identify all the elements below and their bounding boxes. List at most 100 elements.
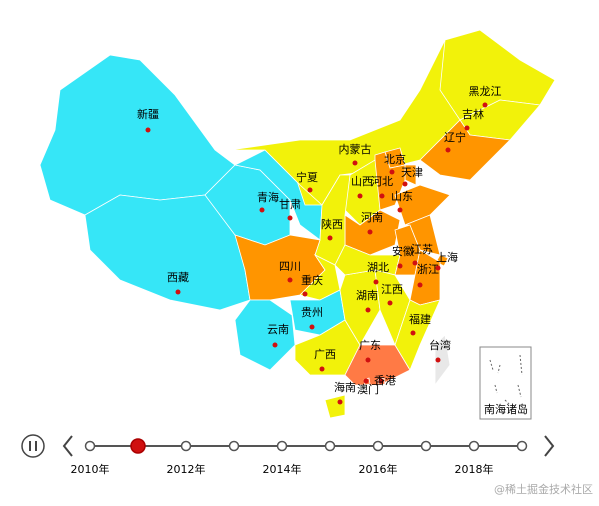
region-area — [404, 214, 441, 256]
timeline-dot — [372, 440, 384, 452]
timeline-dot — [324, 440, 336, 452]
region-dot — [435, 265, 441, 271]
region-label: 贵州 — [301, 306, 323, 319]
region-dot — [402, 181, 408, 187]
region-label: 广西 — [314, 348, 336, 361]
region-label: 湖南 — [356, 289, 378, 302]
region-label: 吉林 — [462, 107, 484, 121]
region-label: 台湾 — [429, 338, 451, 352]
region-dot — [302, 291, 308, 297]
region-dot — [363, 378, 369, 384]
region-label: 湖北 — [367, 261, 389, 274]
region-dot — [387, 300, 393, 306]
timeline-label: 2010年 — [71, 462, 110, 476]
region-label: 黑龙江 — [469, 85, 502, 98]
region-dot — [397, 207, 403, 213]
pause-bar — [35, 441, 37, 451]
region-label: 上海 — [436, 250, 458, 264]
region-dot — [175, 289, 181, 295]
region-dot — [309, 324, 315, 330]
region-dot — [445, 147, 451, 153]
region-area — [394, 184, 451, 226]
prev-button[interactable] — [62, 435, 73, 457]
region-label: 江苏 — [411, 243, 433, 256]
region-dot — [389, 169, 395, 175]
region-dot — [352, 160, 358, 166]
region-label: 新疆 — [137, 107, 159, 121]
timeline-label: 2016年 — [359, 462, 398, 476]
region-dot — [464, 125, 470, 131]
region-label: 陕西 — [321, 217, 343, 231]
region-label: 重庆 — [301, 273, 323, 287]
region-dot — [145, 127, 151, 133]
map — [39, 29, 556, 419]
region-dot — [365, 307, 371, 313]
region-label: 河南 — [361, 211, 383, 224]
region-dot — [482, 102, 488, 108]
timeline-current — [130, 438, 146, 454]
region-dot — [287, 215, 293, 221]
region-area — [394, 299, 441, 371]
region-dot — [259, 207, 265, 213]
timeline: 2010年 2012年 2014年 2016年 2018年 — [21, 434, 555, 476]
region-dot — [272, 342, 278, 348]
region-dot — [367, 229, 373, 235]
timeline-dot — [420, 440, 432, 452]
inset-label: 南海诸岛 — [484, 402, 528, 416]
next-button[interactable] — [544, 435, 555, 457]
region-label: 云南 — [267, 323, 289, 336]
region-dot — [365, 357, 371, 363]
region-dot — [287, 277, 293, 283]
region-label: 海南 — [334, 380, 356, 394]
region-dot — [412, 260, 418, 266]
timeline-dot — [228, 440, 240, 452]
region-area — [39, 54, 236, 216]
timeline-dot — [180, 440, 192, 452]
region-dot — [307, 187, 313, 193]
region-area — [234, 299, 296, 371]
pause-bar — [29, 441, 31, 451]
region-area — [324, 394, 346, 419]
timeline-dot — [84, 440, 96, 452]
region-label: 福建 — [409, 312, 431, 326]
timeline-label: 2012年 — [167, 462, 206, 476]
timeline-label: 2014年 — [263, 462, 302, 476]
region-dot — [373, 279, 379, 285]
region-dot — [397, 263, 403, 269]
region-label: 安徽 — [392, 244, 414, 258]
region-label: 辽宁 — [444, 130, 466, 144]
region-label: 山西 — [351, 175, 373, 188]
watermark: @稀土掘金技术社区 — [494, 482, 593, 496]
region-dot — [357, 193, 363, 199]
region-dot — [337, 399, 343, 405]
region-dot — [410, 330, 416, 336]
region-label: 天津 — [401, 166, 423, 179]
region-label: 广东 — [359, 339, 381, 352]
region-label: 青海 — [257, 190, 279, 204]
timeline-dot — [276, 440, 288, 452]
region-label: 宁夏 — [296, 170, 318, 184]
play-button[interactable] — [21, 434, 45, 458]
region-label: 内蒙古 — [339, 142, 372, 156]
region-label: 四川 — [279, 260, 301, 273]
region-label: 香港 — [374, 374, 396, 387]
timeline-dot — [516, 440, 528, 452]
region-area — [434, 334, 451, 387]
region-label: 河北 — [371, 175, 393, 188]
region-dot — [417, 282, 423, 288]
region-label: 西藏 — [167, 271, 189, 284]
region-label: 甘肃 — [279, 198, 301, 211]
inset-islands — [489, 354, 523, 405]
timeline-label: 2018年 — [455, 462, 494, 476]
region-dot — [319, 366, 325, 372]
region-dot — [379, 193, 385, 199]
region-label: 山东 — [391, 190, 413, 203]
timeline-dot — [468, 440, 480, 452]
region-dot — [378, 378, 384, 384]
region-label: 浙江 — [417, 263, 439, 276]
region-dot — [435, 357, 441, 363]
region-dot — [327, 235, 333, 241]
